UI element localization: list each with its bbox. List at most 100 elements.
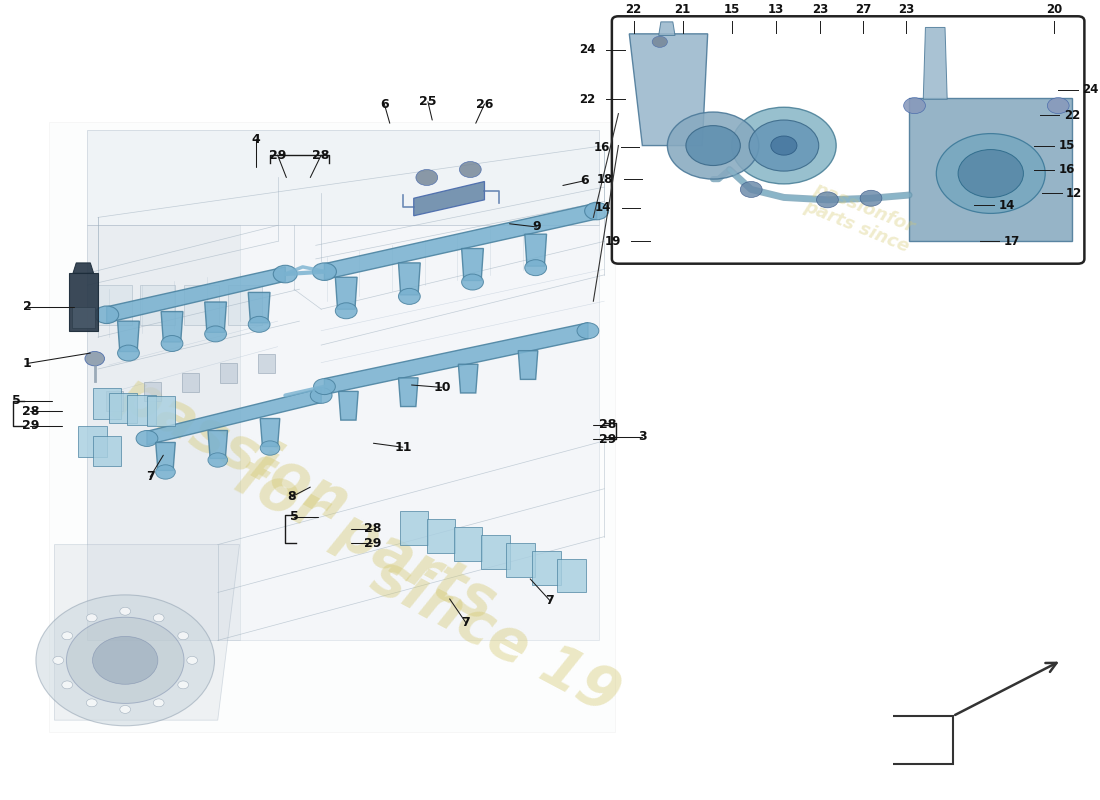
Polygon shape xyxy=(909,98,1072,242)
Polygon shape xyxy=(324,322,587,394)
Polygon shape xyxy=(92,436,121,466)
Circle shape xyxy=(120,607,131,615)
Polygon shape xyxy=(481,535,509,569)
Text: 11: 11 xyxy=(394,441,411,454)
FancyBboxPatch shape xyxy=(612,16,1085,264)
Text: 1: 1 xyxy=(23,357,32,370)
Text: 10: 10 xyxy=(433,381,451,394)
Polygon shape xyxy=(68,274,98,330)
Polygon shape xyxy=(525,234,547,266)
Text: 7: 7 xyxy=(462,616,471,630)
Circle shape xyxy=(53,657,64,664)
Circle shape xyxy=(66,618,184,703)
Text: 21: 21 xyxy=(674,3,691,16)
Text: 9: 9 xyxy=(532,221,541,234)
Text: 28: 28 xyxy=(598,418,616,431)
Polygon shape xyxy=(629,34,707,146)
Text: 3: 3 xyxy=(638,430,647,443)
Text: 28: 28 xyxy=(22,405,40,418)
Text: 2: 2 xyxy=(23,300,32,314)
Text: 23: 23 xyxy=(812,3,828,16)
Circle shape xyxy=(460,162,481,178)
Polygon shape xyxy=(659,22,675,35)
Circle shape xyxy=(312,263,337,281)
Text: 5: 5 xyxy=(12,394,21,407)
Polygon shape xyxy=(249,293,270,322)
Polygon shape xyxy=(398,263,420,295)
Polygon shape xyxy=(923,27,947,99)
Polygon shape xyxy=(182,373,199,392)
Polygon shape xyxy=(184,286,219,325)
Polygon shape xyxy=(558,559,585,593)
Text: 26: 26 xyxy=(476,98,493,110)
Polygon shape xyxy=(532,551,561,585)
Circle shape xyxy=(336,302,358,318)
Polygon shape xyxy=(459,364,478,393)
Circle shape xyxy=(62,681,73,689)
Circle shape xyxy=(208,453,228,467)
Text: 29: 29 xyxy=(268,149,286,162)
Circle shape xyxy=(120,706,131,714)
Text: 4: 4 xyxy=(252,133,261,146)
Polygon shape xyxy=(118,321,140,351)
Text: 6: 6 xyxy=(379,98,388,110)
Text: 24: 24 xyxy=(1082,83,1099,96)
Circle shape xyxy=(187,657,198,664)
Circle shape xyxy=(95,306,119,323)
Polygon shape xyxy=(261,418,279,446)
Text: 29: 29 xyxy=(598,433,616,446)
Polygon shape xyxy=(208,430,228,458)
Circle shape xyxy=(314,378,336,394)
Circle shape xyxy=(87,614,97,622)
Circle shape xyxy=(860,190,882,206)
Circle shape xyxy=(153,614,164,622)
Text: 28: 28 xyxy=(312,149,330,162)
Text: passion: passion xyxy=(109,365,359,534)
Polygon shape xyxy=(161,311,183,342)
Circle shape xyxy=(749,120,818,171)
Polygon shape xyxy=(414,182,484,216)
Circle shape xyxy=(153,699,164,706)
Circle shape xyxy=(578,322,598,338)
Circle shape xyxy=(585,202,608,220)
Circle shape xyxy=(732,107,836,184)
Text: 27: 27 xyxy=(855,3,871,16)
Circle shape xyxy=(87,699,97,706)
Circle shape xyxy=(936,134,1045,214)
Polygon shape xyxy=(141,286,175,325)
Circle shape xyxy=(904,98,925,114)
Polygon shape xyxy=(324,203,596,280)
Text: 5: 5 xyxy=(289,510,298,523)
Circle shape xyxy=(85,351,104,366)
Circle shape xyxy=(92,636,158,684)
Polygon shape xyxy=(54,545,240,720)
Circle shape xyxy=(178,632,188,640)
Circle shape xyxy=(205,326,227,342)
Circle shape xyxy=(740,182,762,198)
Polygon shape xyxy=(92,388,121,418)
Polygon shape xyxy=(106,391,123,410)
Text: 22: 22 xyxy=(1064,109,1080,122)
Text: 14: 14 xyxy=(999,199,1014,212)
Polygon shape xyxy=(72,306,95,327)
Polygon shape xyxy=(73,263,94,274)
Polygon shape xyxy=(454,527,482,561)
Text: 18: 18 xyxy=(596,173,613,186)
Polygon shape xyxy=(109,393,138,423)
Text: 16: 16 xyxy=(1058,163,1075,176)
Circle shape xyxy=(416,170,438,186)
Circle shape xyxy=(273,266,297,283)
Text: 22: 22 xyxy=(626,3,641,16)
Circle shape xyxy=(686,126,740,166)
Polygon shape xyxy=(87,130,598,226)
Polygon shape xyxy=(156,442,175,470)
Circle shape xyxy=(62,632,73,640)
Polygon shape xyxy=(87,226,240,640)
Polygon shape xyxy=(87,226,598,640)
Text: 20: 20 xyxy=(1046,3,1062,16)
Polygon shape xyxy=(97,286,132,325)
Text: 15: 15 xyxy=(724,3,740,16)
Polygon shape xyxy=(107,267,285,322)
Polygon shape xyxy=(399,511,428,545)
Circle shape xyxy=(36,595,215,726)
